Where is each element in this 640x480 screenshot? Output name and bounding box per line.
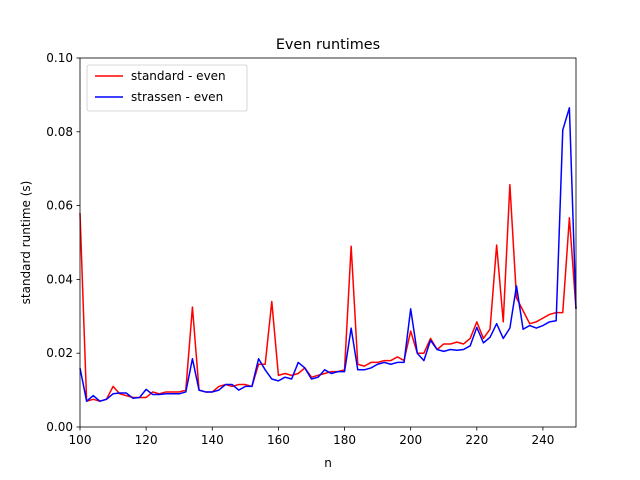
legend: standard - even strassen - even	[86, 64, 248, 112]
chart-title: Even runtimes	[276, 37, 380, 53]
y-axis-label: standard runtime (s)	[19, 181, 33, 305]
x-tick-label: 120	[135, 433, 158, 447]
x-axis: 100 120 140 160 180 200 220 240	[69, 427, 554, 447]
y-tick-label: 0.10	[46, 51, 73, 65]
x-tick-label: 200	[399, 433, 422, 447]
x-tick-label: 100	[69, 433, 92, 447]
x-axis-label: n	[324, 456, 332, 470]
legend-label-standard: standard - even	[131, 69, 226, 83]
x-tick-label: 220	[465, 433, 488, 447]
x-tick-label: 140	[201, 433, 224, 447]
series-line-strassen	[79, 107, 577, 402]
x-tick-label: 180	[333, 433, 356, 447]
y-tick-label: 0.00	[46, 420, 73, 434]
x-tick-label: 240	[531, 433, 554, 447]
series-layer	[79, 107, 577, 402]
plot-area	[80, 58, 576, 427]
y-axis: 0.00 0.02 0.04 0.06 0.08 0.10	[46, 51, 80, 434]
plot-frame	[79, 57, 577, 428]
series-line-standard	[79, 183, 577, 402]
legend-box	[86, 64, 248, 112]
y-tick-label: 0.06	[46, 199, 73, 213]
y-tick-label: 0.08	[46, 125, 73, 139]
y-tick-label: 0.02	[46, 346, 73, 360]
y-tick-label: 0.04	[46, 272, 73, 286]
legend-label-strassen: strassen - even	[131, 90, 223, 104]
x-tick-label: 160	[267, 433, 290, 447]
